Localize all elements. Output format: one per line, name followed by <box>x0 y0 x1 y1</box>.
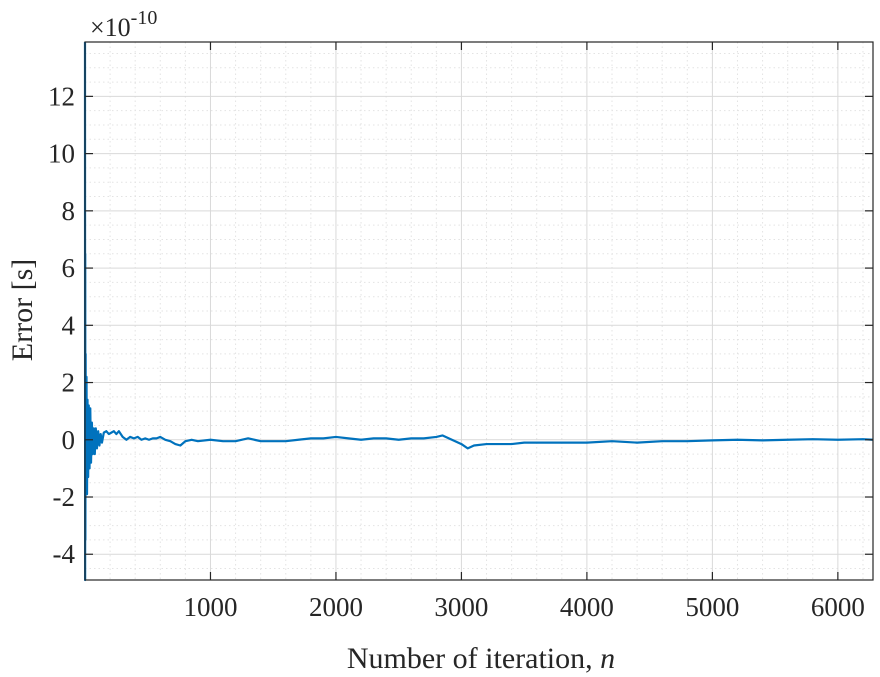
x-tick-label: 6000 <box>811 592 865 622</box>
plot-frame <box>84 41 874 581</box>
y-tick-label: 12 <box>48 81 75 111</box>
y-tick-label: 8 <box>62 196 76 226</box>
y-tick-label: -2 <box>53 482 76 512</box>
y-tick-label: -4 <box>53 539 76 569</box>
y-tick-label: 0 <box>62 425 76 455</box>
ticks: 1000 2000 3000 4000 5000 6000 -4 -2 0 2 4 6 8 10 12 <box>48 42 873 622</box>
series-line-error <box>83 41 874 582</box>
y-axis-title: Error [s] <box>6 259 39 361</box>
x-tick-label: 2000 <box>309 592 363 622</box>
grid <box>85 42 873 580</box>
y-axis-exponent: ×10-10 <box>90 7 157 42</box>
y-tick-label: 2 <box>62 368 76 398</box>
y-tick-label: 6 <box>62 253 76 283</box>
x-tick-label: 3000 <box>434 592 488 622</box>
x-tick-label: 4000 <box>560 592 614 622</box>
x-tick-label: 1000 <box>183 592 237 622</box>
x-tick-label: 5000 <box>685 592 739 622</box>
y-tick-label: 10 <box>48 139 75 169</box>
y-tick-label: 4 <box>62 310 76 340</box>
x-axis-title: Number of iteration, n <box>347 642 615 675</box>
